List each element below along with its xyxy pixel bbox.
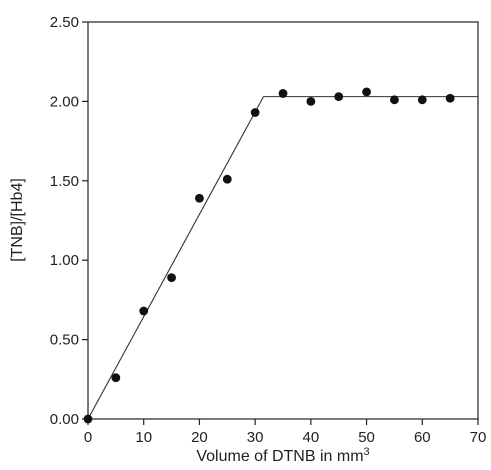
data-point: [111, 373, 121, 383]
ticks: 0 10 20 30 40 50 60 70 0.00 0.50 1.00 1.50 2.00 2.50: [50, 14, 487, 446]
x-axis-label-superscript: 3: [364, 446, 370, 458]
data-point: [417, 95, 427, 105]
data-point: [167, 273, 176, 283]
x-tick-label: 0: [84, 429, 92, 446]
data-point: [445, 93, 455, 103]
data-point: [278, 89, 288, 98]
data-point: [250, 108, 260, 117]
data-point: [222, 174, 232, 184]
y-tick-label: 2.00: [50, 93, 79, 110]
data-point: [195, 193, 204, 203]
x-axis-label: Volume of DTNB in mm3: [196, 446, 369, 465]
data-point: [334, 92, 344, 102]
x-tick-label: 30: [247, 429, 264, 446]
fit-line: [87, 96, 478, 420]
data-point: [306, 97, 316, 106]
data-point: [139, 306, 149, 316]
axes: [87, 21, 479, 420]
x-tick-label: 50: [358, 429, 375, 446]
y-tick-label: 0.50: [50, 332, 79, 349]
data-point: [83, 414, 93, 424]
y-tick-label: 2.50: [50, 14, 79, 31]
data-point: [390, 95, 399, 105]
x-tick-label: 40: [303, 429, 320, 446]
fit-line-group: [87, 96, 478, 420]
y-tick-label: 1.00: [50, 252, 79, 269]
data-point: [362, 87, 371, 97]
x-tick-label: 20: [191, 429, 208, 446]
x-tick-label: 60: [414, 429, 431, 446]
y-axis-label: [TNB]/[Hb4]: [9, 178, 26, 262]
data-points: [83, 87, 455, 424]
x-tick-label: 70: [470, 429, 487, 446]
y-tick-label: 1.50: [50, 173, 79, 190]
x-tick-label: 10: [135, 429, 152, 446]
y-tick-label: 0.00: [50, 411, 79, 428]
plot-frame: [87, 21, 479, 420]
